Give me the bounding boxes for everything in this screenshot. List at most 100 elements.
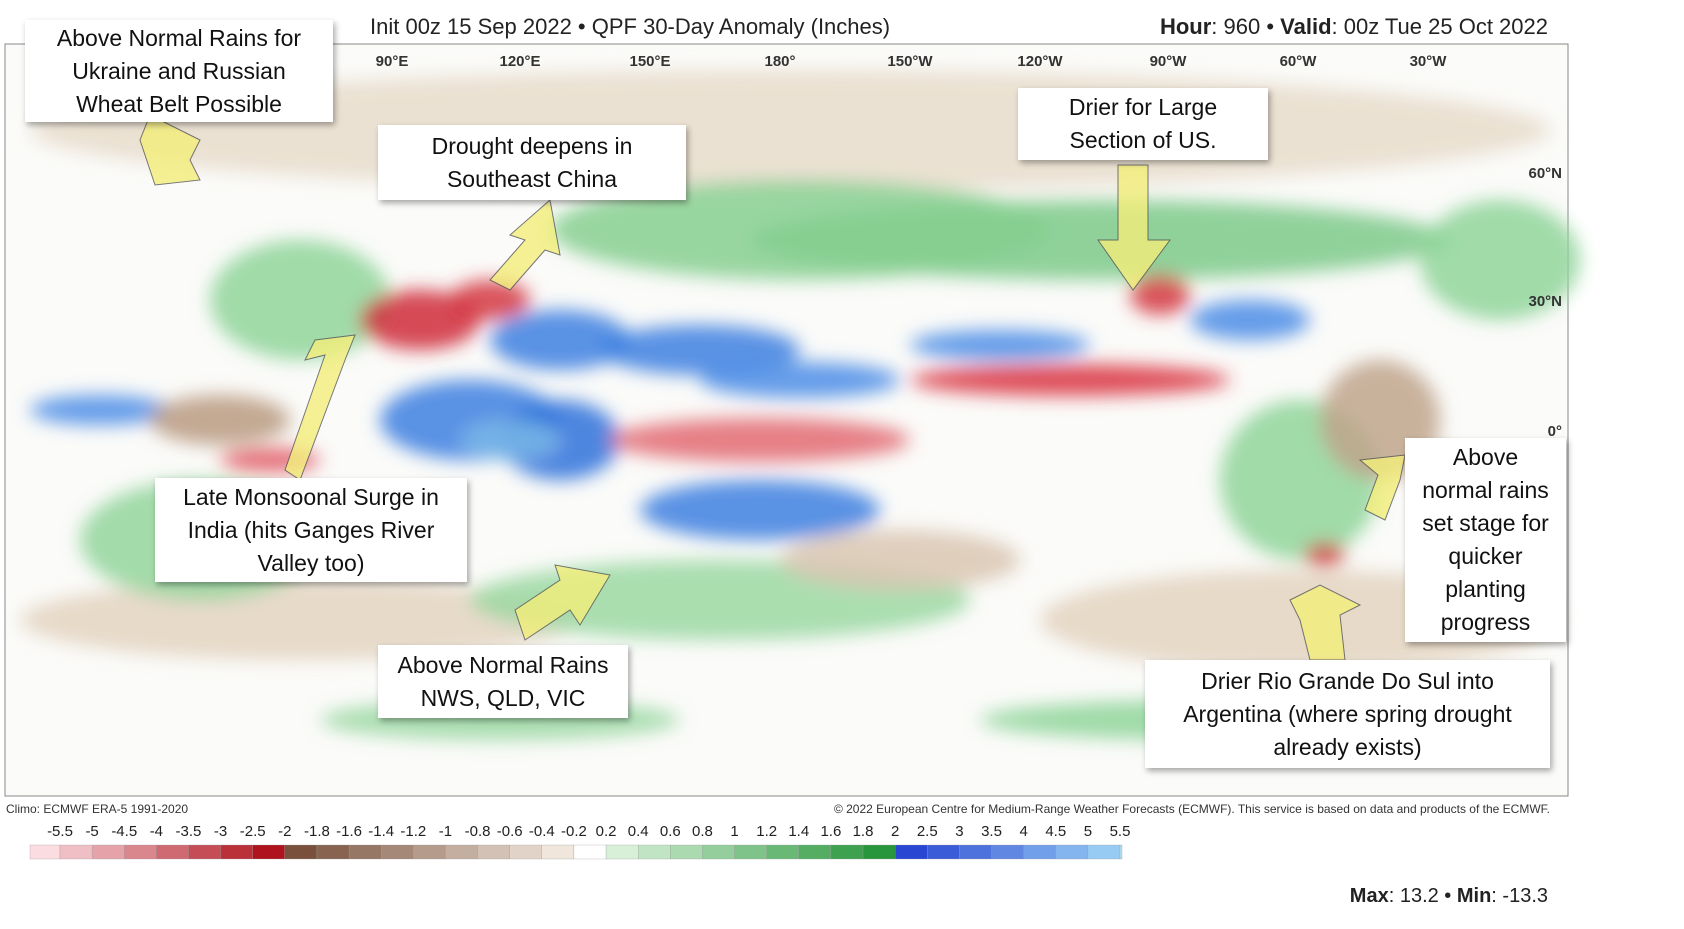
valid: : 00z Tue 25 Oct 2022: [1331, 14, 1548, 39]
colorbar-label: -1.6: [336, 823, 362, 840]
anomaly-area: [490, 310, 630, 370]
longitude-label: 150°W: [887, 53, 933, 70]
colorbar-label: 1.4: [788, 823, 809, 840]
anomaly-area: [360, 290, 480, 350]
arrows: [139, 114, 1406, 661]
annotation-box: Above Normal Rains for Ukraine and Russia…: [25, 20, 333, 122]
colorbar-label: 1.2: [756, 823, 777, 840]
colorbar-swatch: [734, 844, 767, 860]
colorbar-swatch: [252, 844, 285, 860]
colorbar-label: 5: [1084, 823, 1092, 840]
longitude-label: 180°: [764, 53, 795, 70]
valid-label: Valid: [1280, 14, 1332, 39]
colorbar-label: -2: [278, 823, 291, 840]
colorbar-label: 5.5: [1110, 823, 1131, 840]
colorbar-swatch: [1023, 844, 1056, 860]
annotation-line: Drier for Large: [1068, 94, 1218, 120]
map-labels: 90°E 120°E 150°E 180° 150°W 120°W 90°W 60°W 30°W…: [376, 53, 1562, 440]
colorbar-swatch: [638, 844, 671, 860]
annotation-box: Above normal rains set stage for quicker pla…: [1405, 438, 1566, 642]
colorbar-swatch: [830, 844, 864, 860]
colorbar-swatch: [284, 844, 318, 860]
annotation-line: set stage for: [1422, 510, 1549, 536]
arrow: [489, 199, 561, 291]
colorbar-swatch: [702, 844, 735, 860]
colorbar-swatch: [509, 844, 542, 860]
header-title: Init 00z 15 Sep 2022 • QPF 30-Day Anomal…: [370, 14, 891, 39]
longitude-label: 150°E: [629, 53, 670, 70]
colorbar-label: 1.6: [820, 823, 841, 840]
colorbar-label: -5: [85, 823, 98, 840]
colorbar-label: 1: [730, 823, 738, 840]
longitude-label: 90°E: [376, 53, 409, 70]
colorbar-label: 2: [891, 823, 899, 840]
anomaly-area: [910, 364, 1230, 396]
colorbar-swatch: [927, 844, 960, 860]
colorbar-label: -3.5: [176, 823, 202, 840]
anomaly-area: [1420, 200, 1580, 320]
colorbar-swatch: [895, 844, 928, 860]
colorbar-label: -0.8: [465, 823, 491, 840]
anomaly-area: [600, 325, 800, 375]
anomaly-area: [640, 480, 880, 540]
anomaly-area: [1305, 543, 1345, 567]
colorbar-swatch: [445, 844, 478, 860]
climo: Climo: ECMWF ERA-5 1991-2020: [6, 802, 189, 816]
colorbar-swatch: [348, 844, 382, 860]
annotation-box: Drier Rio Grande Do Sul into Argentina (w…: [1145, 660, 1550, 768]
annotation-line: already exists): [1273, 733, 1422, 760]
colorbar-label: 0.4: [628, 823, 649, 840]
colorbar-label: -4.5: [111, 823, 137, 840]
anomaly-area: [700, 362, 900, 398]
latitude-label: 60°N: [1528, 165, 1562, 182]
colorbar-label: -2.5: [240, 823, 266, 840]
colorbar-swatch: [605, 844, 639, 860]
longitude-label: 60°W: [1280, 53, 1318, 70]
colorbar-swatch: [798, 844, 832, 860]
max: : 13.2 •: [1388, 885, 1457, 907]
colorbar-swatch: [959, 844, 992, 860]
colorbar-swatch: [862, 844, 896, 860]
anomaly-area: [1190, 300, 1310, 340]
latitude-label: 30°N: [1528, 293, 1562, 310]
anomaly-area: [150, 395, 290, 445]
longitude-label: 120°E: [499, 53, 540, 70]
anomaly-area: [610, 418, 910, 462]
colorbar-label: 3.5: [981, 823, 1002, 840]
colorbar-label: -0.2: [561, 823, 587, 840]
colorbar-swatch: [381, 844, 414, 860]
max-label: Max: [1349, 885, 1389, 907]
annotation-line: quicker: [1448, 543, 1523, 569]
anomaly-area: [910, 330, 1090, 360]
colorbar-swatch: [59, 844, 93, 860]
colorbar-swatch: [573, 844, 607, 860]
copyright: © 2022 European Centre for Medium-Range …: [833, 802, 1550, 816]
anomaly-area: [780, 530, 1020, 590]
colorbar-label: 0.6: [660, 823, 681, 840]
hour: : 960 •: [1211, 14, 1281, 39]
colorbar-swatch: [1055, 844, 1089, 860]
colorbar-label: 4: [1019, 823, 1027, 840]
colorbar-label: 3: [955, 823, 963, 840]
min: : -13.3: [1491, 885, 1548, 907]
colorbar-label: -0.6: [497, 823, 523, 840]
annotation-box: Above Normal Rains NWS, QLD, VIC: [378, 645, 628, 718]
annotation-line: Drier Rio Grande Do Sul into: [1201, 667, 1494, 694]
min-label: Min: [1456, 885, 1492, 907]
longitude-label: 90°W: [1150, 53, 1188, 70]
colorbar-label: -1: [439, 823, 452, 840]
annotation-box: Drought deepens in Southeast China: [378, 125, 686, 200]
annotation-line: Wheat Belt Possible: [76, 90, 282, 117]
annotation-line: planting: [1445, 576, 1526, 602]
anomaly-area: [210, 240, 390, 360]
colorbar-swatch: [188, 844, 221, 860]
annotation-line: Ukraine and Russian: [72, 57, 286, 84]
colorbar-label: 0.8: [692, 823, 713, 840]
colorbar-label: -5.5: [47, 823, 73, 840]
stats: Max: 13.2 • Min: -13.3: [1350, 885, 1548, 908]
arrow: [1289, 584, 1362, 661]
anomaly-area: [20, 580, 580, 660]
colorbar-label: -4: [150, 823, 163, 840]
colorbar: -5.5 -5 -4.5 -4 -3.5 -3 -2.5 -2 -1.8 -1.6 -1.4 -1.2…: [29, 823, 1131, 860]
